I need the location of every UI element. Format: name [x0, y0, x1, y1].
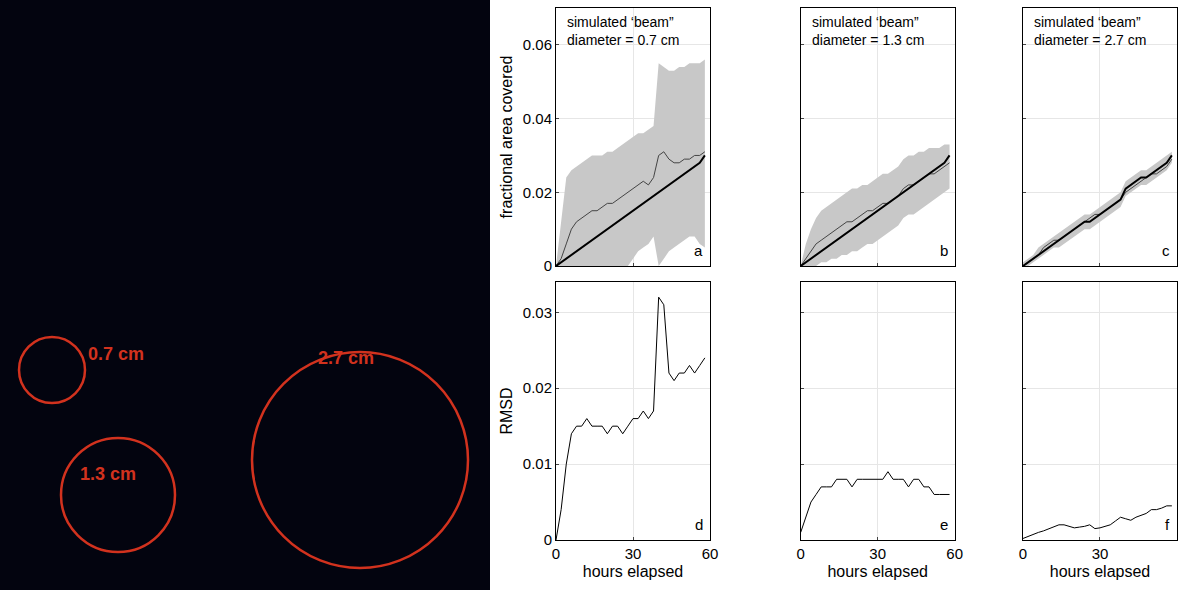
svg-text:0.01: 0.01: [523, 455, 552, 472]
svg-text:f: f: [1165, 516, 1170, 533]
svg-text:fractional area covered: fractional area covered: [498, 56, 515, 219]
svg-text:30: 30: [1092, 545, 1109, 562]
svg-text:hours elapsed: hours elapsed: [827, 563, 928, 580]
svg-text:hours elapsed: hours elapsed: [583, 563, 684, 580]
svg-text:RMSD: RMSD: [498, 387, 515, 434]
svg-text:0.03: 0.03: [523, 304, 552, 321]
svg-text:a: a: [694, 242, 703, 259]
svg-text:0.02: 0.02: [523, 379, 552, 396]
svg-text:2.7 cm: 2.7 cm: [318, 348, 374, 368]
svg-text:simulated ‘beam”diameter = 0.7: simulated ‘beam”diameter = 0.7 cm: [567, 14, 679, 48]
svg-text:d: d: [695, 516, 703, 533]
svg-text:0.7 cm: 0.7 cm: [88, 344, 144, 364]
svg-text:b: b: [940, 242, 948, 259]
svg-text:0.02: 0.02: [523, 184, 552, 201]
svg-text:simulated ‘beam”diameter = 1.3: simulated ‘beam”diameter = 1.3 cm: [812, 14, 924, 48]
svg-text:60: 60: [702, 545, 719, 562]
svg-text:0: 0: [552, 545, 560, 562]
svg-text:60: 60: [946, 545, 963, 562]
svg-text:0.04: 0.04: [523, 110, 552, 127]
svg-text:30: 30: [625, 545, 642, 562]
svg-text:0.06: 0.06: [523, 36, 552, 53]
svg-text:0: 0: [1019, 545, 1027, 562]
svg-text:0: 0: [544, 257, 552, 274]
svg-text:e: e: [940, 516, 948, 533]
svg-text:1.3 cm: 1.3 cm: [80, 464, 136, 484]
svg-text:0: 0: [797, 545, 805, 562]
svg-text:0: 0: [544, 531, 552, 548]
svg-text:hours elapsed: hours elapsed: [1050, 563, 1151, 580]
svg-text:simulated ‘beam”diameter = 2.7: simulated ‘beam”diameter = 2.7 cm: [1034, 14, 1146, 48]
svg-text:30: 30: [869, 545, 886, 562]
svg-text:c: c: [1162, 242, 1170, 259]
